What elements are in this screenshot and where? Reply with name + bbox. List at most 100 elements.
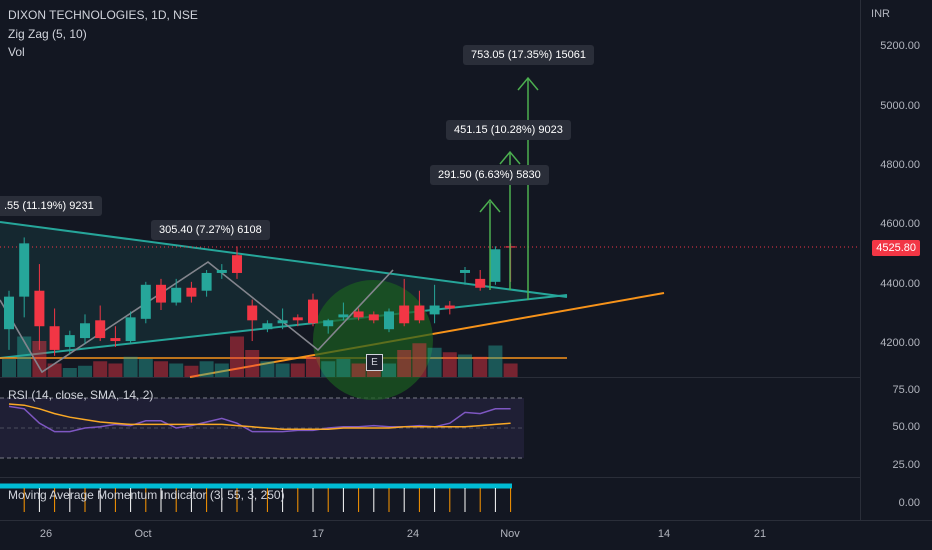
volume-bar xyxy=(230,336,244,377)
volume-bar xyxy=(138,359,153,377)
rsi-tick: 75.00 xyxy=(892,384,920,396)
volume-bar xyxy=(336,359,351,377)
zigzag-lines xyxy=(0,261,394,374)
candle-body xyxy=(338,314,349,318)
volume-bar xyxy=(78,365,92,377)
candle-body xyxy=(262,323,273,330)
candle-body xyxy=(368,314,379,321)
earnings-marker[interactable]: E xyxy=(366,354,383,371)
callout-move-1[interactable]: .55 (11.19%) 9231 xyxy=(0,196,102,216)
rsi-tick: 50.00 xyxy=(892,421,920,433)
volume-bar xyxy=(412,343,427,377)
volume-bar xyxy=(458,354,472,377)
symbol-title[interactable]: DIXON TECHNOLOGIES, 1D, NSE xyxy=(8,8,198,22)
candle-body xyxy=(216,270,227,273)
volume-bar xyxy=(199,361,214,377)
candle-body xyxy=(444,305,455,309)
rsi-tick: 25.00 xyxy=(892,459,920,471)
rsi-legend[interactable]: RSI (14, close, SMA, 14, 2) xyxy=(8,388,154,402)
candle-body xyxy=(384,311,394,330)
time-tick: 24 xyxy=(406,528,420,540)
volume-bar xyxy=(245,350,260,377)
candle-body xyxy=(308,299,318,324)
candle-body xyxy=(460,270,470,273)
volume-bar xyxy=(442,352,457,377)
volume-legend[interactable]: Vol xyxy=(8,45,25,59)
candle-body xyxy=(34,290,45,327)
candle-body xyxy=(110,338,121,342)
price-axis-border xyxy=(860,0,861,520)
candle-body xyxy=(414,305,425,321)
volume-bar xyxy=(62,368,77,377)
volume-bar xyxy=(260,361,275,377)
volume-bar xyxy=(169,363,184,377)
callout-target-3[interactable]: 753.05 (17.35%) 15061 xyxy=(463,45,594,65)
volume-bar xyxy=(351,363,366,377)
zigzag-legend[interactable]: Zig Zag (5, 10) xyxy=(8,27,87,41)
candle-body xyxy=(353,311,364,318)
momentum-legend[interactable]: Moving Average Momentum Indicator (3, 55… xyxy=(8,488,285,502)
candle-body xyxy=(323,320,334,327)
candles xyxy=(4,237,516,356)
candle-body xyxy=(140,284,151,319)
last-price-tag: 4525.80 xyxy=(872,240,920,256)
candle-body xyxy=(186,287,197,297)
volume-bar xyxy=(184,365,199,377)
candle-body xyxy=(4,296,14,330)
volume-bar xyxy=(321,361,336,377)
lower-trendline xyxy=(0,294,568,359)
candle-body xyxy=(292,317,303,321)
candle-body xyxy=(429,305,440,315)
price-tick: 4800.00 xyxy=(880,159,920,171)
target-arrows xyxy=(479,76,539,300)
volume-bar xyxy=(427,347,442,377)
rsi-ma-line xyxy=(8,403,511,430)
time-tick: 26 xyxy=(39,528,53,540)
momentum-histogram xyxy=(23,488,512,512)
candle-body xyxy=(475,278,486,288)
candle-body xyxy=(125,317,136,342)
volume-bar xyxy=(290,363,305,377)
volume-bar xyxy=(47,363,62,377)
time-tick: Oct xyxy=(134,528,152,540)
candle-body xyxy=(49,326,60,350)
time-tick: 14 xyxy=(657,528,671,540)
volume-bar xyxy=(214,363,229,377)
price-tick: 5200.00 xyxy=(880,40,920,52)
callout-target-1[interactable]: 291.50 (6.63%) 5830 xyxy=(430,165,549,185)
time-tick: 17 xyxy=(311,528,325,540)
candle-body xyxy=(171,287,182,303)
volume-bar xyxy=(2,359,16,377)
volume-bar xyxy=(473,356,488,377)
candle-body xyxy=(64,335,75,347)
momentum-tick: 0.00 xyxy=(898,497,920,509)
candle-body xyxy=(80,323,90,339)
price-tick: 4400.00 xyxy=(880,278,920,290)
volume-bar xyxy=(275,363,290,377)
volume-bar xyxy=(306,356,320,377)
volume-bar xyxy=(108,363,123,377)
callout-move-2[interactable]: 305.40 (7.27%) 6108 xyxy=(151,220,270,240)
volume-bar xyxy=(382,363,396,377)
candle-body xyxy=(232,255,242,273)
volume-bar xyxy=(503,363,518,377)
price-tick: 4200.00 xyxy=(880,337,920,349)
time-axis-border xyxy=(0,520,932,521)
volume-bar xyxy=(154,361,168,377)
volume-bar xyxy=(93,361,108,377)
volume-bar xyxy=(488,345,503,377)
upper-trendline xyxy=(0,221,568,298)
price-tick: 5000.00 xyxy=(880,100,920,112)
panel-divider-2 xyxy=(0,477,860,478)
candle-body xyxy=(247,305,258,321)
candle-body xyxy=(95,320,106,339)
candle-body xyxy=(201,272,212,291)
candle-body xyxy=(277,320,288,324)
candle-body xyxy=(19,243,30,297)
currency-label: INR xyxy=(871,8,890,20)
volume-bar xyxy=(32,341,47,377)
callout-target-2[interactable]: 451.15 (10.28%) 9023 xyxy=(446,120,571,140)
panel-divider-1 xyxy=(0,377,860,378)
candle-body xyxy=(490,249,501,282)
